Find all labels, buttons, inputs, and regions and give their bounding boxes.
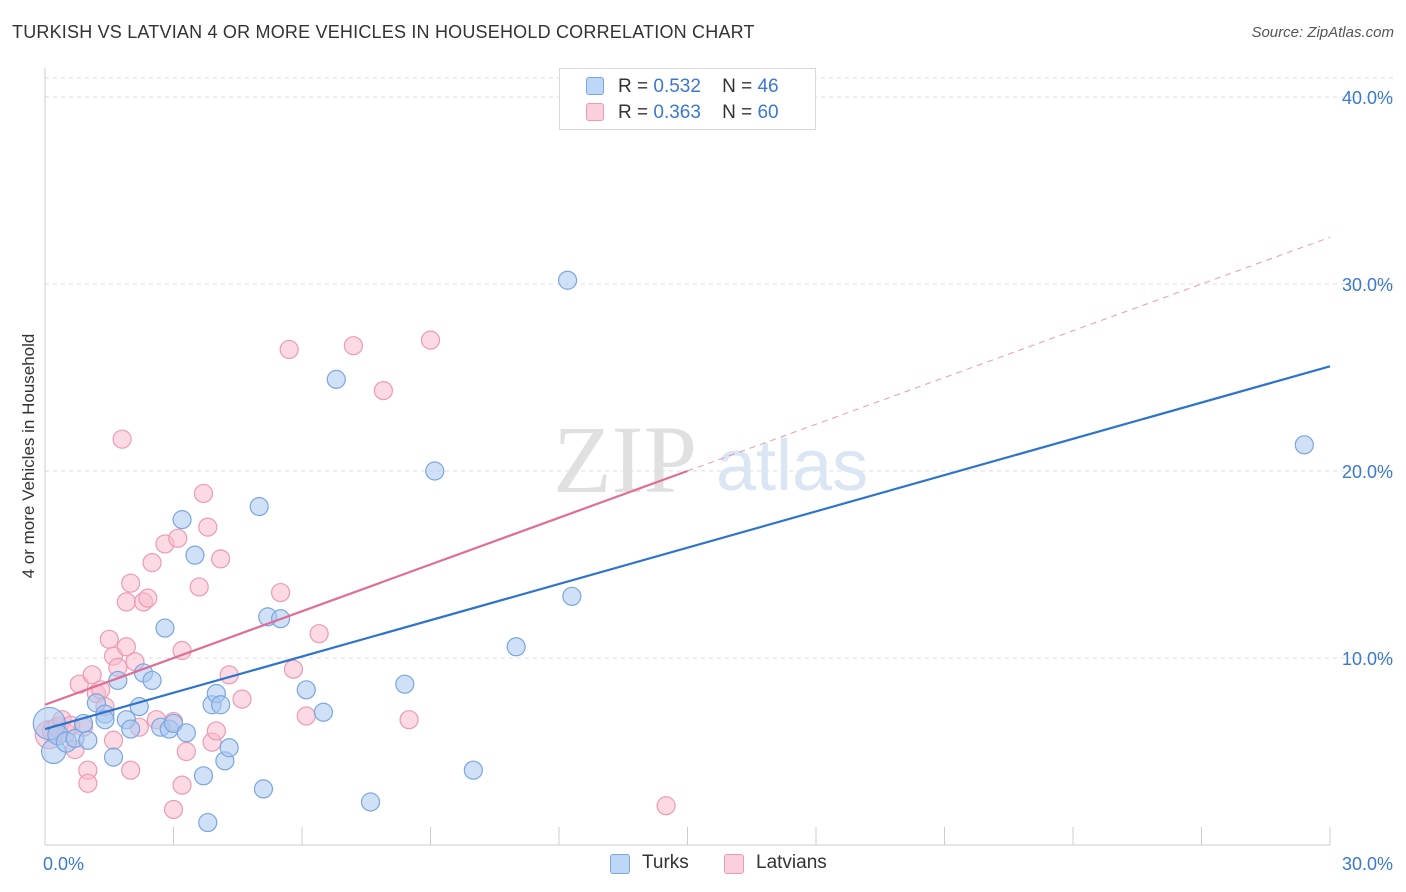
latvians-point xyxy=(189,577,209,597)
legend-swatch-latvians xyxy=(586,103,604,121)
y-tick-label: 40.0% xyxy=(1342,88,1393,108)
latvians-point xyxy=(176,741,196,762)
turks-point xyxy=(253,779,274,799)
turks-point xyxy=(219,738,239,758)
y-tick-label: 10.0% xyxy=(1342,649,1393,669)
turks-point xyxy=(155,618,175,638)
turks-point xyxy=(326,369,346,389)
stats-legend: R = 0.532 N = 46 R = 0.363 N = 60 xyxy=(559,68,816,130)
turks-point xyxy=(163,713,184,734)
turks-point xyxy=(211,695,231,715)
turks-point xyxy=(142,670,162,691)
legend-r-value-latvians: 0.363 xyxy=(653,102,701,123)
turks-point xyxy=(395,674,415,694)
latvians-point xyxy=(103,730,124,750)
latvians-point xyxy=(121,760,141,780)
turks-point xyxy=(172,510,192,530)
latvians-point xyxy=(343,336,363,356)
turks-point xyxy=(176,723,196,743)
x-tick-label: 0.0% xyxy=(43,854,84,874)
latvians-point xyxy=(116,637,136,657)
latvians-point xyxy=(232,689,252,709)
turks-point xyxy=(562,586,582,606)
latvians-point xyxy=(163,799,184,820)
turks-point xyxy=(425,461,445,481)
chart-source: Source: ZipAtlas.com xyxy=(1251,24,1394,41)
y-axis-title: 4 or more Vehicles in Household xyxy=(19,334,38,579)
turks-point xyxy=(185,545,205,565)
latvians-point xyxy=(193,483,214,504)
latvians-point xyxy=(211,549,231,569)
latvians-trendline-extension xyxy=(687,236,1331,472)
legend-swatch-turks xyxy=(586,77,604,95)
turks-point xyxy=(95,710,115,730)
turks-trendline xyxy=(44,365,1331,731)
latvians-point xyxy=(82,665,102,685)
series-legend: Turks Latvians xyxy=(0,852,1406,876)
turks-point xyxy=(506,637,526,657)
latvians-point xyxy=(112,429,132,449)
turks-point xyxy=(296,680,316,700)
latvians-point xyxy=(279,339,299,360)
watermark-atlas: atlas xyxy=(716,426,868,506)
legend-r-value-turks: 0.532 xyxy=(653,76,701,97)
latvians-point xyxy=(198,517,218,537)
turks-point xyxy=(557,270,578,290)
legend-r-label-latvians: R = xyxy=(618,102,649,123)
legend-n-value-latvians: 60 xyxy=(757,102,779,123)
latvians-point xyxy=(270,582,291,603)
turks-point xyxy=(360,792,381,812)
turks-point xyxy=(198,812,218,833)
latvians-point xyxy=(121,573,141,593)
y-tick-label: 20.0% xyxy=(1342,462,1393,482)
latvians-point xyxy=(172,775,192,795)
watermark-zip: ZIP xyxy=(553,406,697,513)
turks-point xyxy=(103,747,124,767)
legend-n-label-turks: N = xyxy=(722,76,753,97)
turks-point xyxy=(1294,435,1314,455)
latvians-point xyxy=(296,706,316,726)
series-legend-swatch-latvians xyxy=(724,854,744,874)
latvians-point xyxy=(373,380,393,401)
latvians-point xyxy=(99,629,119,649)
turks-point xyxy=(463,760,483,780)
latvians-point xyxy=(399,710,419,730)
x-tick-label: 30.0% xyxy=(1342,854,1393,874)
series-legend-swatch-turks xyxy=(610,854,630,874)
turks-point xyxy=(249,496,269,517)
latvians-point xyxy=(309,624,329,644)
turks-point xyxy=(121,719,141,739)
turks-point xyxy=(78,730,98,750)
series-legend-label-latvians: Latvians xyxy=(756,852,827,873)
latvians-point xyxy=(168,528,188,548)
latvians-trendline xyxy=(44,469,688,706)
legend-r-label-turks: R = xyxy=(618,76,649,97)
latvians-point xyxy=(283,659,304,679)
latvians-point xyxy=(142,553,162,573)
latvians-point xyxy=(138,588,158,608)
latvians-point xyxy=(116,592,136,612)
latvians-point xyxy=(656,796,676,816)
series-legend-label-turks: Turks xyxy=(642,852,689,873)
turks-point xyxy=(313,702,334,722)
chart-title: TURKISH VS LATVIAN 4 OR MORE VEHICLES IN… xyxy=(12,22,755,42)
y-tick-label: 30.0% xyxy=(1342,275,1393,295)
legend-n-value-turks: 46 xyxy=(757,76,779,97)
latvians-point xyxy=(78,773,98,793)
turks-point xyxy=(193,766,214,786)
latvians-point xyxy=(420,330,441,350)
legend-n-label-latvians: N = xyxy=(722,102,753,123)
latvians-point xyxy=(206,721,226,741)
